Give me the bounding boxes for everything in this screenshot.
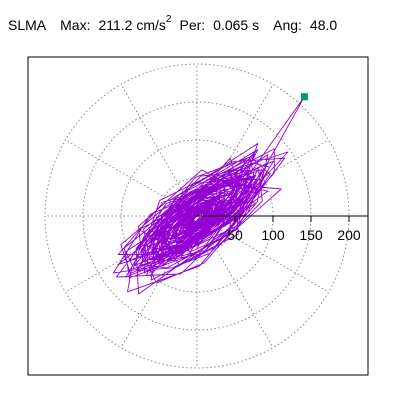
period-value: 0.065 s	[213, 16, 260, 33]
chart-title: SLMA Max: 211.2 cm/s2 Per: 0.065 s Ang: 48.0	[8, 14, 338, 33]
station-code: SLMA	[8, 16, 47, 33]
peak-marker-group	[300, 93, 308, 101]
radial-tick-label-200: 200	[337, 227, 361, 243]
max-unit-power: 2	[165, 14, 172, 25]
period-label: Per:	[179, 16, 206, 33]
radial-tick-label-100: 100	[261, 227, 285, 243]
grid-spoke-300	[196, 215, 274, 348]
angle-value: 48.0	[309, 16, 338, 33]
radial-tick-label-150: 150	[299, 227, 323, 243]
max-label: Max:	[60, 16, 91, 33]
radial-tick-label-50: 50	[227, 227, 243, 243]
max-unit: cm/s2	[136, 14, 172, 33]
trace-line	[112, 96, 305, 295]
radial-axis	[197, 215, 368, 222]
angle-label: Ang:	[273, 16, 302, 33]
motion-trace	[112, 96, 305, 295]
peak-marker	[300, 93, 308, 101]
radial-tick-labels: 50 100 150 200	[227, 227, 361, 243]
max-value: 211.2	[98, 16, 133, 33]
